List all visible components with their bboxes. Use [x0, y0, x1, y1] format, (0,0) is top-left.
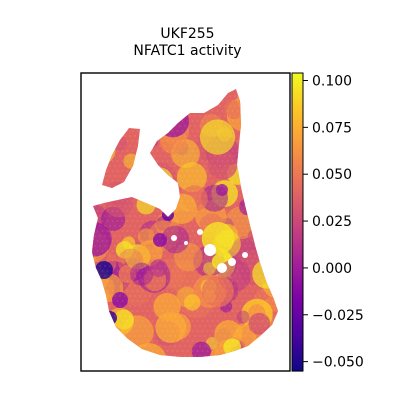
colorbar-tick-label: −0.025: [312, 308, 364, 324]
tissue-heatmap: [92, 89, 278, 357]
colorbar-tick-label: 0.025: [312, 214, 352, 230]
colorbar-tick-label: 0.000: [312, 261, 352, 277]
colorbar-tick-label: 0.100: [312, 73, 352, 89]
axes-frame: [80, 72, 291, 372]
colorbar-tick-label: 0.075: [312, 120, 352, 136]
colorbar-tick-label: −0.050: [312, 355, 364, 371]
colorbar-tick-label: 0.050: [312, 167, 352, 183]
colorbar: 0.100 0.075 0.050 0.025 0.000 −0.025 −0.050: [291, 72, 364, 372]
chart-title-sample: UKF255: [160, 26, 215, 42]
tissue-gaps: [171, 229, 248, 273]
chart-title-feature: NFATC1 activity: [133, 43, 242, 59]
